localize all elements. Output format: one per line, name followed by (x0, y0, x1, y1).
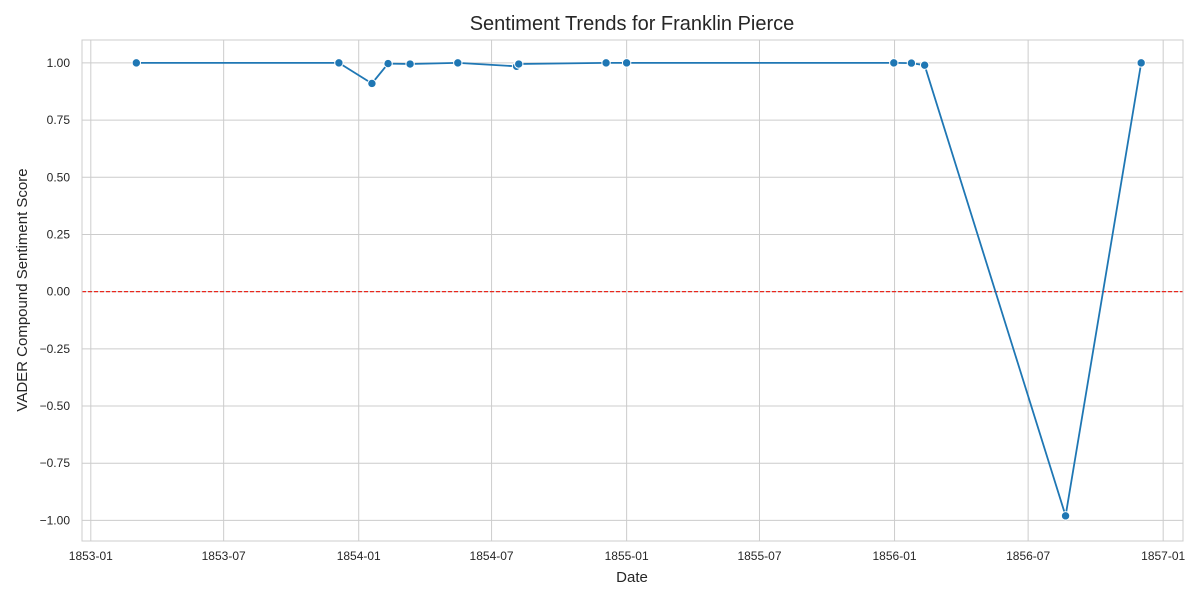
x-tick-label: 1856-07 (1006, 549, 1050, 563)
data-point (889, 58, 899, 68)
x-tick-label: 1855-07 (737, 549, 781, 563)
grid (82, 40, 1183, 541)
y-tick-label: −0.25 (40, 342, 71, 356)
series-layer (131, 58, 1146, 521)
y-tick-label: 1.00 (47, 56, 71, 70)
y-tick-label: 0.75 (47, 113, 71, 127)
data-point (131, 58, 142, 68)
y-tick-label: 0.50 (47, 170, 71, 184)
x-tick-label: 1856-01 (873, 549, 917, 563)
data-point (1136, 58, 1146, 68)
x-tick-label: 1853-07 (202, 549, 246, 563)
data-point (601, 58, 611, 68)
x-axis-ticks: 1853-01 1853-07 1854-01 1854-07 1855-01 1855-… (69, 549, 1186, 563)
y-axis-label: VADER Compound Sentiment Score (14, 168, 31, 411)
data-point (453, 58, 463, 68)
data-point (367, 78, 377, 89)
y-tick-label: −0.50 (40, 399, 71, 413)
data-point (1060, 511, 1071, 521)
data-point (514, 59, 524, 69)
y-axis-ticks: 1.00 0.75 0.50 0.25 0.00 −0.25 −0.50 −0.75 −1.00 (40, 56, 71, 528)
plot-background (82, 40, 1183, 541)
data-point (621, 58, 632, 68)
data-point (919, 60, 930, 70)
x-tick-label: 1854-01 (337, 549, 381, 563)
y-tick-label: −0.75 (40, 456, 71, 470)
x-tick-label: 1855-01 (605, 549, 649, 563)
plot-frame (81, 39, 1184, 542)
x-tick-label: 1853-01 (69, 549, 113, 563)
y-tick-label: 0.00 (47, 285, 71, 299)
x-tick-label: 1854-07 (470, 549, 514, 563)
chart-title: Sentiment Trends for Franklin Pierce (470, 13, 795, 35)
data-point (383, 58, 393, 69)
data-point (334, 58, 344, 68)
y-tick-label: 0.25 (47, 227, 71, 241)
x-tick-label: 1857-01 (1141, 549, 1185, 563)
y-tick-label: −1.00 (40, 513, 71, 527)
data-point (906, 58, 917, 68)
data-point (405, 59, 415, 69)
x-axis-label: Date (616, 569, 648, 586)
